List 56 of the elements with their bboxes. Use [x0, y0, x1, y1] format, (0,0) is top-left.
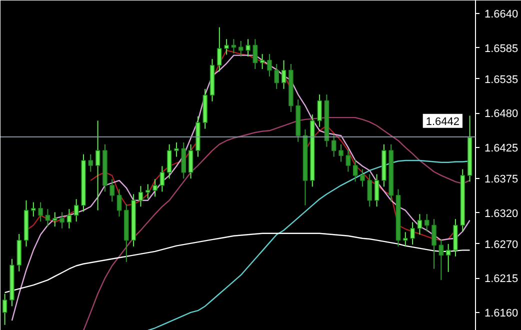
candlestick [260, 54, 265, 70]
candlestick [374, 174, 380, 208]
candlestick [274, 64, 279, 90]
candlestick [181, 142, 186, 180]
y-tick-label: 1.6160 [484, 307, 518, 320]
candlestick [360, 168, 365, 188]
candlestick [246, 38, 250, 58]
candlestick [367, 174, 372, 208]
candlestick [346, 148, 351, 172]
candlestick [116, 188, 122, 218]
candlestick [224, 38, 229, 56]
line-series [4, 232, 470, 294]
candlestick [66, 208, 72, 229]
candlestick [281, 60, 286, 90]
candlestick [317, 94, 322, 128]
y-tick-label: 1.6640 [484, 8, 518, 21]
candlestick [60, 212, 64, 229]
candlestick [45, 208, 50, 228]
y-tick-label: 1.6270 [484, 238, 518, 251]
candlestick [432, 218, 436, 270]
candlestick [110, 178, 114, 202]
candlestick [331, 134, 336, 158]
candlestick [74, 198, 79, 222]
candlestick [38, 202, 43, 222]
y-tick-label: 1.6425 [484, 142, 518, 154]
candlestick [52, 212, 58, 228]
candlestick [174, 142, 179, 158]
candlestick [188, 144, 194, 180]
candlestick [438, 238, 444, 281]
candlestick [2, 293, 8, 326]
candlestick [145, 184, 150, 199]
candlestick [267, 54, 272, 77]
y-tick-label: 1.6585 [484, 42, 518, 55]
candlestick [166, 144, 172, 180]
candlestick [138, 186, 144, 208]
candlestick [446, 243, 451, 272]
candlestick [352, 158, 358, 182]
candlestick [424, 214, 430, 232]
ref-line-label: 1.6442 [426, 116, 460, 128]
candlestick [95, 120, 100, 211]
candlestick [88, 154, 94, 172]
candlestick [217, 26, 222, 72]
y-tick-label: 1.6215 [484, 273, 518, 286]
candlestick [231, 38, 236, 54]
candlestick [417, 214, 422, 236]
y-tick-label: 1.6320 [484, 208, 518, 220]
candlestick [152, 178, 158, 198]
candlestick [403, 232, 408, 247]
y-tick-label: 1.6375 [484, 174, 518, 186]
candlestick [410, 222, 415, 246]
candlestick [31, 202, 36, 218]
candlestick [252, 38, 258, 70]
y-tick-label: 1.6535 [484, 74, 518, 86]
candlestick [338, 144, 344, 162]
y-tick-label: 1.6480 [484, 108, 518, 120]
candlestick [160, 166, 165, 192]
